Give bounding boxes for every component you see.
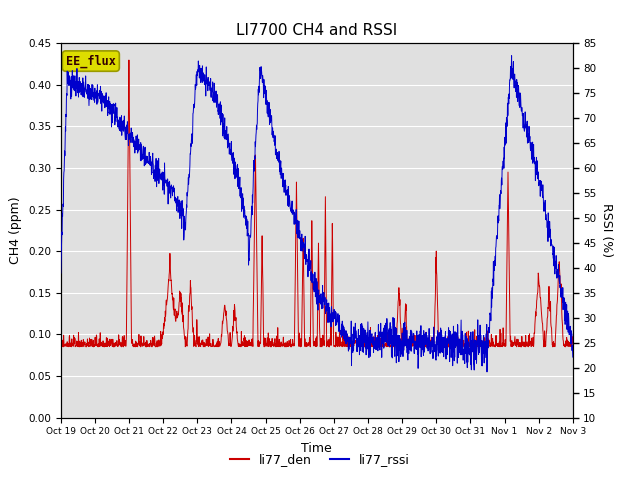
Text: EE_flux: EE_flux [66,54,116,68]
X-axis label: Time: Time [301,442,332,455]
Title: LI7700 CH4 and RSSI: LI7700 CH4 and RSSI [236,23,397,38]
Y-axis label: CH4 (ppm): CH4 (ppm) [10,197,22,264]
Legend: li77_den, li77_rssi: li77_den, li77_rssi [225,448,415,471]
Y-axis label: RSSI (%): RSSI (%) [600,204,613,257]
